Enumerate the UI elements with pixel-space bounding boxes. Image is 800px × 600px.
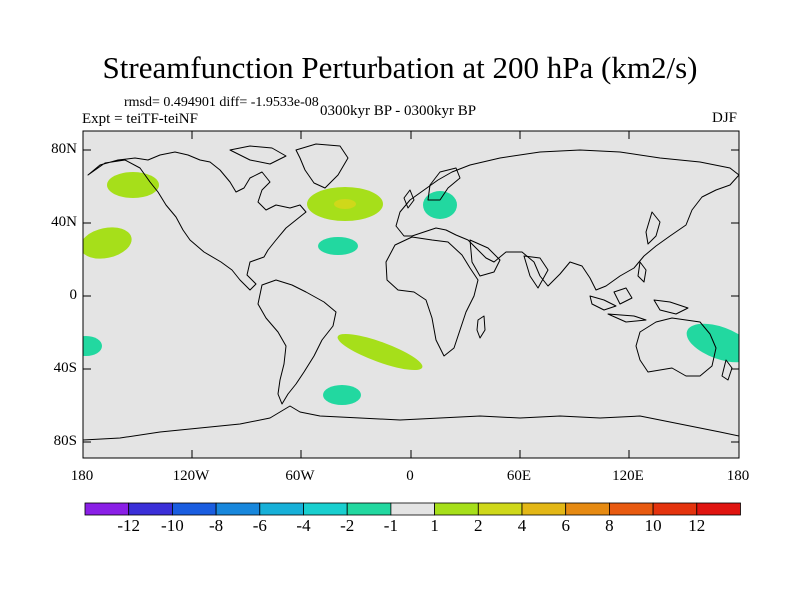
period-label: 0300kyr BP - 0300kyr BP [320,103,477,119]
colorbar-label: 1 [430,516,439,535]
anomaly-fills [83,172,739,405]
colorbar-swatch-2 [171,502,217,516]
coastlines [83,143,739,441]
lon-label-180e: 180 [726,468,750,484]
colorbar-swatch-5 [303,502,348,516]
colorbar-swatch-8 [434,502,479,516]
north-america-coast [87,151,307,291]
colorbar-label: 4 [517,516,527,535]
lon-label-60w: 60W [285,468,315,484]
colorbar-swatch-7 [390,502,435,516]
colorbar-label: -2 [340,516,355,535]
colorbar-label: -4 [296,516,311,535]
colorbar-swatch-4 [259,502,304,516]
lon-label-60e: 60E [506,468,532,484]
sumatra-coast [589,295,617,311]
australia-coast [635,317,717,377]
lon-label-0: 0 [406,468,414,484]
anomaly-central-atlantic [318,237,358,255]
anomaly-east-australia [686,323,739,363]
colorbar-label: -12 [117,516,141,535]
borneo-coast [613,287,633,305]
africa-coast [385,236,479,357]
anomaly-south-pacific-west [83,336,102,356]
colorbar-label: -6 [252,516,267,535]
antarctica-coast [83,405,739,441]
anomaly-europe [423,191,457,219]
colorbar-swatch-14 [696,502,741,516]
lon-label-120e: 120E [612,468,644,484]
colorbar-swatch-10 [521,502,567,516]
colorbar-swatch-12 [609,502,654,516]
colorbar-label: 2 [474,516,483,535]
lat-label-80n: 80N [51,141,77,157]
experiment-label: Expt = teiTF-teiNF [82,111,198,127]
lat-label-40n: 40N [51,214,77,230]
plot-title: Streamfunction Perturbation at 200 hPa (… [102,50,698,85]
arctic-islands-coast [229,145,287,165]
anomaly-south-atlantic [337,333,423,371]
colorbar-swatch-9 [477,502,523,516]
south-america-coast [257,279,337,405]
lon-label-180w: 180 [70,468,94,484]
lat-label-80s: 80S [53,433,77,449]
british-isles-coast [403,189,415,209]
colorbar-swatch-6 [346,502,392,516]
anomaly-southern-ocean [323,385,361,405]
new-guinea-coast [653,299,689,315]
japan-coast [645,211,661,245]
lon-label-120w: 120W [172,468,210,484]
colorbar-label: -10 [161,516,184,535]
colorbar-label: -1 [383,516,398,535]
colorbar-label: 6 [561,516,570,535]
colorbar-swatch-11 [565,502,610,516]
anomaly-north-atlantic-core [334,199,356,209]
madagascar-coast [476,315,486,339]
colorbar-label: -8 [209,516,224,535]
philippines-coast [637,261,647,283]
anomaly-north-pacific [83,227,132,259]
scandinavia-coast [427,167,461,201]
java-coast [607,313,647,323]
map-frame [82,130,740,459]
stats-line: rmsd= 0.494901 diff= -1.9533e-08 [124,95,319,110]
new-zealand-coast [721,359,733,381]
greenland-coast [295,143,349,189]
season-label: DJF [712,110,738,126]
lat-label-0: 0 [69,287,78,303]
colorbar-label: 12 [688,516,706,535]
map-background [83,131,739,458]
india-coast [523,255,549,289]
colorbar-swatch-3 [215,502,261,516]
colorbar-swatch-0 [84,502,130,516]
colorbar-label: 10 [644,516,662,535]
colorbar [84,502,741,516]
colorbar-swatch-13 [652,502,698,516]
lat-label-40s: 40S [53,360,77,376]
colorbar-swatch-1 [128,502,173,516]
anomaly-alaska [107,172,159,198]
arabia-coast [469,239,501,277]
colorbar-label: 8 [605,516,614,535]
eurasia-coast [395,149,739,291]
